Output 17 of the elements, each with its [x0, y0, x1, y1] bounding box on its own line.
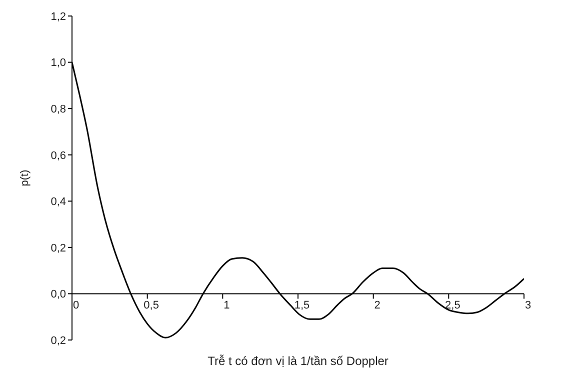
- y-tick-label: 0,2: [50, 334, 66, 347]
- y-tick-label: 0,6: [50, 150, 66, 162]
- y-axis-title: p(t): [18, 170, 31, 186]
- x-tick-label: 3: [524, 300, 532, 312]
- x-tick-label: 1: [224, 300, 230, 312]
- x-tick-label: 2: [374, 300, 380, 312]
- x-axis-title: Trễ t có đơn vị là 1/tần số Doppler: [206, 354, 390, 368]
- y-tick-label: 1,2: [50, 10, 66, 23]
- x-tick-label: 0: [72, 300, 80, 312]
- y-tick-label: 0,2: [50, 242, 66, 254]
- y-tick-label: 1,0: [50, 57, 66, 70]
- y-tick-label: 0,8: [50, 103, 66, 116]
- x-tick-label: 2,5: [445, 300, 460, 312]
- x-tick-label: 0,5: [144, 300, 159, 312]
- x-tick-label: 1,5: [294, 300, 310, 312]
- y-tick-label: 0,0: [50, 288, 66, 301]
- y-tick-label: 0,4: [50, 196, 66, 208]
